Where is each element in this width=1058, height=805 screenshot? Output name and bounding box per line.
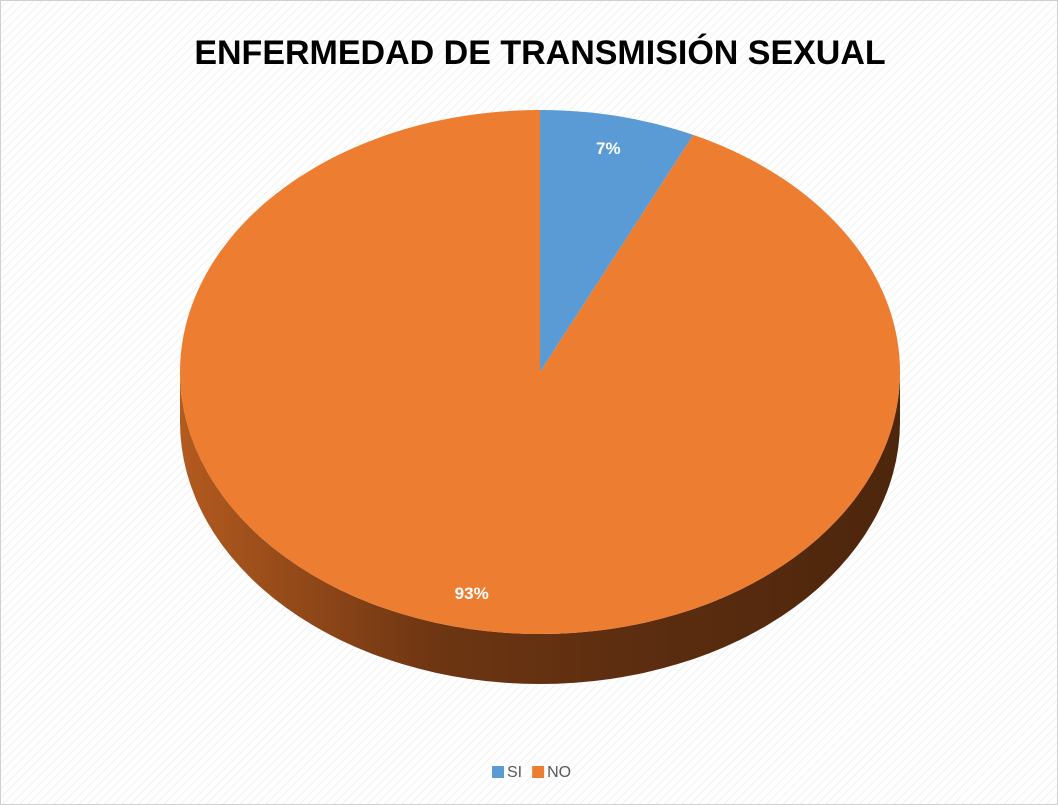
data-label: 93% (455, 584, 489, 603)
pie-slice (179, 110, 900, 634)
pie: 7% 93% (179, 110, 900, 684)
legend-swatch (492, 766, 504, 778)
legend-label: SI (507, 764, 522, 781)
pie-slice (540, 110, 694, 372)
legend-label: NO (547, 764, 571, 781)
pie-side (180, 372, 900, 684)
legend-swatch (532, 766, 545, 778)
chart-title: ENFERMEDAD DE TRANSMISIÓN SEXUAL (194, 34, 885, 72)
data-label: 7% (596, 139, 621, 158)
legend: SI NO (492, 764, 571, 781)
